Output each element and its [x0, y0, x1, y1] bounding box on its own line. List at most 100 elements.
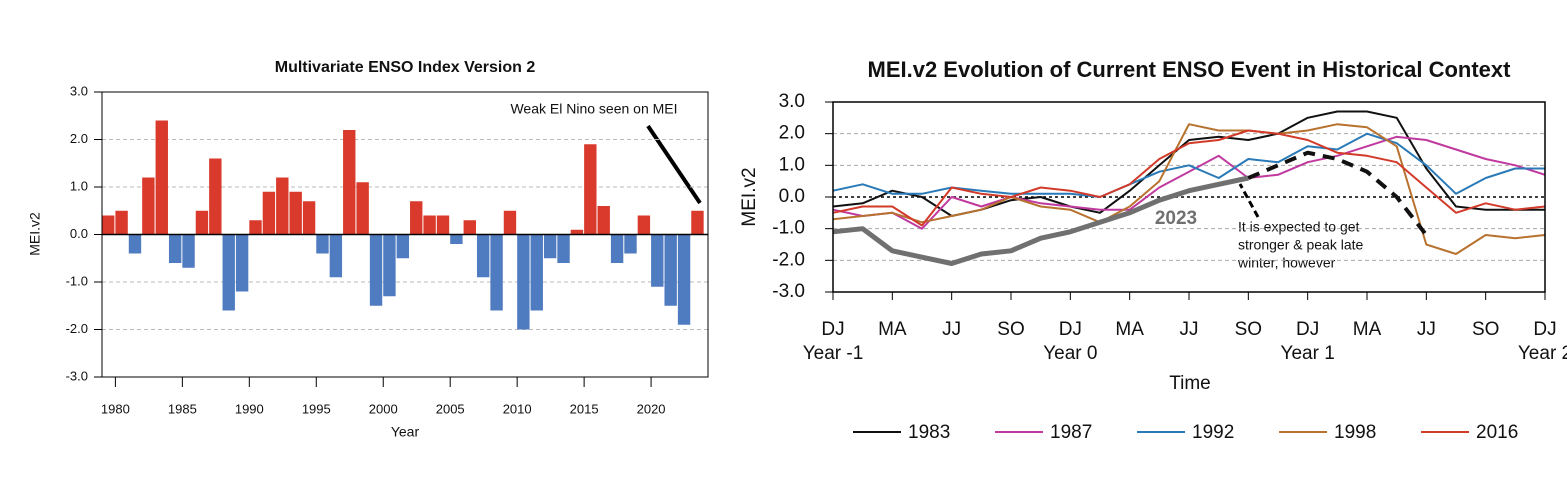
y-tick-label: 1.0: [70, 178, 88, 193]
bar: [557, 234, 570, 263]
x-tick-label: JJ: [1180, 319, 1199, 340]
bar: [115, 210, 128, 235]
x-tick-label: 1990: [235, 401, 264, 416]
y-tick-label: 2.0: [70, 131, 88, 146]
series-label: 2023: [1155, 208, 1197, 229]
bar: [235, 234, 249, 292]
annotation: winter, however: [1237, 255, 1336, 271]
y-tick-label: 0.0: [779, 186, 805, 207]
bar: [128, 234, 142, 254]
y-tick-label: 3.0: [779, 91, 805, 112]
y-axis-label: MEI.v2: [27, 212, 43, 256]
year-label: Year 2: [1518, 343, 1567, 364]
x-tick-label: MA: [1353, 319, 1382, 340]
bar: [343, 130, 356, 235]
y-tick-label: -2.0: [66, 321, 88, 336]
series-line: [832, 135, 1546, 230]
x-tick-label: SO: [997, 319, 1024, 340]
chart-title: MEI.v2 Evolution of Current ENSO Event i…: [868, 57, 1512, 82]
bar: [182, 234, 195, 268]
plot-frame: [832, 101, 1546, 293]
annotation: stronger & peak late: [1238, 237, 1364, 253]
legend-label: 1998: [1334, 422, 1376, 443]
bar: [624, 234, 637, 254]
bar: [142, 177, 155, 235]
y-tick-label: 3.0: [70, 83, 88, 98]
bar: [543, 234, 557, 259]
x-tick-label: DJ: [1059, 319, 1082, 340]
bar: [423, 215, 436, 235]
x-tick-label: MA: [1115, 319, 1144, 340]
year-label: Year 1: [1281, 343, 1335, 364]
bar: [637, 215, 651, 235]
bar: [396, 234, 410, 259]
y-axis-label: MEI.v2: [739, 167, 760, 226]
bar: [664, 234, 677, 306]
bar: [329, 234, 343, 278]
x-axis-label: Year: [391, 424, 420, 440]
bar: [677, 234, 691, 325]
legend-label: 1987: [1050, 422, 1092, 443]
x-tick-label: 1985: [168, 401, 197, 416]
x-tick-label: 1995: [302, 401, 331, 416]
y-tick-label: -2.0: [772, 249, 805, 270]
legend-label: 2016: [1476, 422, 1518, 443]
bar: [410, 201, 423, 235]
x-tick-label: 2015: [570, 401, 599, 416]
series-line: [832, 129, 1546, 227]
bar: [222, 234, 235, 311]
x-tick-label: 1980: [101, 401, 130, 416]
x-tick-label: 2000: [369, 401, 398, 416]
series-line: [832, 123, 1546, 255]
y-tick-label: -1.0: [772, 218, 805, 239]
bar: [356, 182, 369, 235]
bar: [302, 201, 316, 235]
current-line: [832, 175, 1249, 266]
x-tick-label: JJ: [942, 319, 961, 340]
bar: [249, 220, 262, 235]
bar: [503, 210, 517, 235]
x-tick-label: 2010: [503, 401, 532, 416]
bar: [195, 210, 209, 235]
x-axis-label: Time: [1169, 373, 1211, 394]
y-tick-label: -3.0: [772, 281, 805, 302]
bar: [570, 229, 584, 235]
bar: [276, 177, 289, 235]
bar: [209, 158, 222, 235]
annotation: It is expected to get: [1238, 219, 1360, 235]
year-label: Year -1: [803, 343, 864, 364]
year-label: Year 0: [1043, 343, 1097, 364]
bar: [316, 234, 329, 254]
bar: [155, 120, 168, 235]
bar: [369, 234, 383, 306]
x-tick-label: DJ: [821, 319, 844, 340]
y-tick-label: 0.0: [70, 226, 88, 241]
bar: [102, 215, 115, 235]
projection-line: [1247, 150, 1428, 237]
y-tick-label: 2.0: [779, 123, 805, 144]
bar: [289, 191, 302, 235]
x-tick-label: JJ: [1417, 319, 1436, 340]
bar: [530, 234, 543, 311]
x-tick-label: MA: [878, 319, 907, 340]
annotation-arrow: [646, 124, 702, 205]
y-tick-label: -1.0: [66, 273, 88, 288]
bar: [436, 215, 450, 235]
bar: [584, 144, 597, 235]
bar: [490, 234, 503, 311]
legend-label: 1992: [1192, 422, 1234, 443]
y-tick-label: -3.0: [66, 368, 88, 383]
bar: [691, 210, 704, 235]
y-tick-label: 1.0: [779, 154, 805, 175]
bar: [262, 191, 276, 235]
annotation: Weak El Nino seen on MEI: [510, 101, 677, 117]
legend-label: 1983: [908, 422, 950, 443]
bar: [383, 234, 396, 297]
chart-title: Multivariate ENSO Index Version 2: [275, 59, 536, 76]
bar: [597, 206, 610, 235]
bar: [517, 234, 530, 330]
x-tick-label: DJ: [1296, 319, 1319, 340]
x-tick-label: 2005: [436, 401, 465, 416]
bar: [450, 234, 463, 244]
